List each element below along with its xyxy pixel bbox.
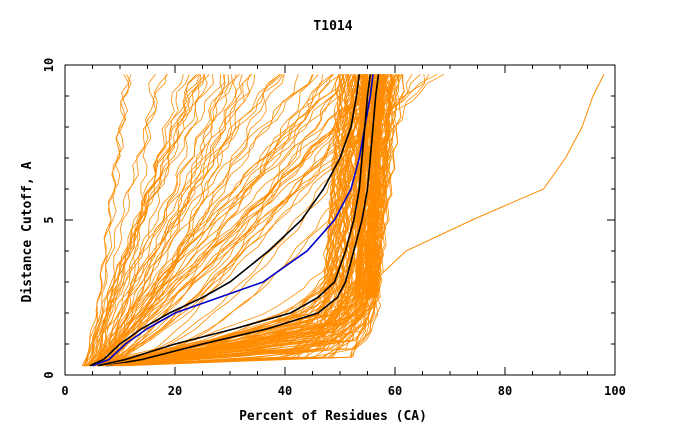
- model-curve: [114, 74, 238, 366]
- model-curve: [84, 74, 167, 366]
- y-tick-label: 5: [42, 216, 56, 223]
- model-curve: [97, 74, 347, 366]
- model-curve: [99, 73, 281, 366]
- x-tick-label: 40: [278, 384, 292, 398]
- model-curve: [92, 73, 380, 366]
- model-curve: [106, 74, 362, 367]
- series-outlier: [103, 74, 605, 367]
- model-curve: [83, 74, 226, 366]
- model-curve: [86, 74, 340, 366]
- model-curve: [370, 74, 379, 298]
- model-curve: [358, 74, 367, 298]
- model-curve: [102, 74, 345, 366]
- series-lines: [89, 74, 605, 367]
- model-curve: [108, 73, 388, 366]
- y-tick-label: 0: [42, 371, 56, 378]
- model-curve: [99, 74, 210, 366]
- chart-title: T1014: [313, 19, 352, 34]
- x-tick-label: 80: [498, 384, 512, 398]
- model-curves: [81, 73, 444, 367]
- model-curve: [102, 74, 396, 367]
- model-curve: [88, 74, 255, 366]
- model-curve: [105, 74, 251, 367]
- model-curve: [125, 74, 345, 367]
- x-tick-label: 0: [61, 384, 68, 398]
- model-curve: [373, 74, 384, 298]
- model-curve: [120, 74, 364, 367]
- y-axis-label: Distance Cutoff, A: [20, 161, 35, 302]
- model-curve: [102, 74, 335, 367]
- series-highlight-1: [89, 74, 361, 367]
- model-curve: [93, 74, 226, 366]
- model-curve: [116, 74, 405, 367]
- model-curve: [103, 74, 352, 367]
- model-curve: [366, 74, 376, 298]
- x-tick-label: 20: [168, 384, 182, 398]
- model-curve: [373, 74, 382, 298]
- series-highlight-3: [106, 74, 380, 367]
- model-curve: [95, 74, 285, 367]
- x-tick-label: 60: [388, 384, 402, 398]
- series-highlight-2: [97, 74, 372, 367]
- model-curve: [111, 74, 364, 367]
- model-curve: [108, 74, 357, 367]
- model-curve: [90, 74, 341, 367]
- x-tick-label: 100: [604, 384, 626, 398]
- model-curve: [89, 74, 130, 366]
- model-curve: [96, 73, 200, 366]
- model-curve: [375, 74, 384, 298]
- model-curve: [101, 74, 345, 367]
- model-curve: [113, 74, 369, 367]
- model-curve: [103, 74, 197, 366]
- model-curve: [95, 74, 356, 367]
- model-curve: [102, 74, 359, 367]
- model-curve: [83, 74, 314, 366]
- model-curve: [105, 74, 208, 366]
- model-curve: [96, 74, 299, 366]
- model-curve: [120, 74, 340, 367]
- model-curve: [90, 74, 313, 366]
- model-curve: [95, 74, 240, 366]
- model-curve: [101, 74, 285, 366]
- model-curve: [89, 74, 132, 366]
- model-curve: [94, 74, 200, 366]
- y-tick-label: 10: [42, 58, 56, 72]
- axis-ticks: 0 20 40 60 80 100 0 5 10: [42, 58, 626, 398]
- model-curve: [98, 74, 359, 367]
- x-axis-label: Percent of Residues (CA): [239, 409, 427, 424]
- model-curve: [116, 74, 394, 367]
- model-curve: [114, 74, 362, 367]
